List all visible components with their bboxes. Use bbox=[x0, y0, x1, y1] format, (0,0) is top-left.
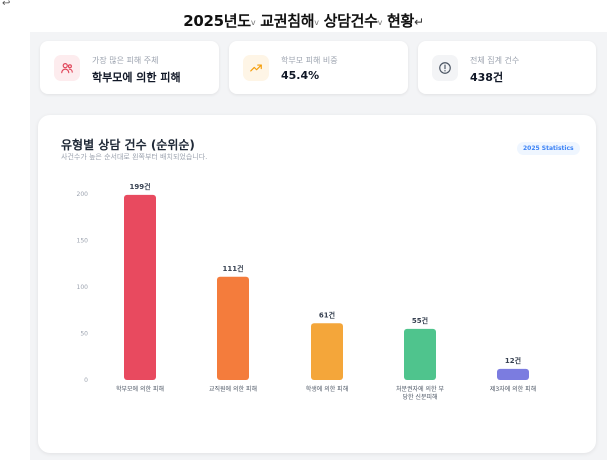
bar-value-label: 61건 bbox=[319, 310, 335, 319]
bar-value-label: 12건 bbox=[505, 356, 521, 365]
bar bbox=[217, 276, 249, 380]
x-tick-label: 교직원에 의한 피해 bbox=[209, 385, 257, 393]
bar-value-label: 111건 bbox=[222, 264, 243, 273]
chart-card: 유형별 상담 건수 (순위순) 사건수가 높은 순서대로 왼쪽부터 배치되었습니… bbox=[38, 115, 596, 453]
stat-label: 학부모 피해 비중 bbox=[281, 56, 338, 65]
stat-label: 전체 집계 건수 bbox=[470, 56, 520, 65]
stat-value: 438건 bbox=[470, 71, 504, 84]
stat-label: 가장 많은 피해 주체 bbox=[92, 56, 159, 65]
users-icon bbox=[54, 55, 80, 81]
stat-card-top-victim: 가장 많은 피해 주체 학부모에 의한 피해 bbox=[40, 41, 219, 94]
return-mark: ↵ bbox=[413, 15, 424, 29]
bar bbox=[497, 368, 529, 380]
bar bbox=[124, 194, 156, 380]
bar bbox=[404, 328, 436, 380]
title-part-status: 현황 bbox=[386, 12, 414, 30]
corner-return-mark: ↩ bbox=[2, 0, 11, 9]
statistics-badge: 2025 Statistics bbox=[517, 142, 580, 155]
chart-subtitle: 사건수가 높은 순서대로 왼쪽부터 배치되었습니다. bbox=[61, 153, 208, 161]
x-tick-label: 당한 신분피해 bbox=[402, 393, 437, 401]
title-part-year: 2025년도 bbox=[183, 12, 251, 30]
y-tick-label: 200 bbox=[77, 191, 89, 198]
bar bbox=[311, 323, 343, 380]
y-tick-label: 100 bbox=[77, 284, 89, 291]
trend-up-icon bbox=[243, 55, 269, 81]
title-part-type: 교권침해 bbox=[260, 12, 315, 30]
stat-card-parent-share: 학부모 피해 비중 45.4% bbox=[229, 41, 408, 94]
x-tick-label: 처분권자에 의한 부 bbox=[396, 385, 444, 393]
document-title: 2025년도v 교권침해v 상담건수v 현황↵ bbox=[183, 12, 424, 30]
chart-title: 유형별 상담 건수 (순위순) bbox=[61, 138, 195, 152]
stat-card-total: 전체 집계 건수 438건 bbox=[418, 41, 596, 94]
y-tick-label: 0 bbox=[84, 377, 88, 384]
stat-value: 학부모에 의한 피해 bbox=[92, 71, 181, 84]
x-tick-label: 제3자에 의한 피해 bbox=[490, 385, 536, 393]
y-tick-label: 50 bbox=[80, 331, 88, 338]
alert-circle-icon bbox=[432, 55, 458, 81]
bar-value-label: 55건 bbox=[412, 316, 428, 325]
x-tick-label: 학부모에 의한 피해 bbox=[116, 385, 164, 393]
stat-value: 45.4% bbox=[281, 69, 320, 82]
y-tick-label: 150 bbox=[77, 238, 89, 245]
bar-value-label: 199건 bbox=[129, 182, 150, 191]
title-part-count: 상담건수 bbox=[323, 12, 378, 30]
x-tick-label: 학생에 의한 피해 bbox=[306, 385, 348, 393]
